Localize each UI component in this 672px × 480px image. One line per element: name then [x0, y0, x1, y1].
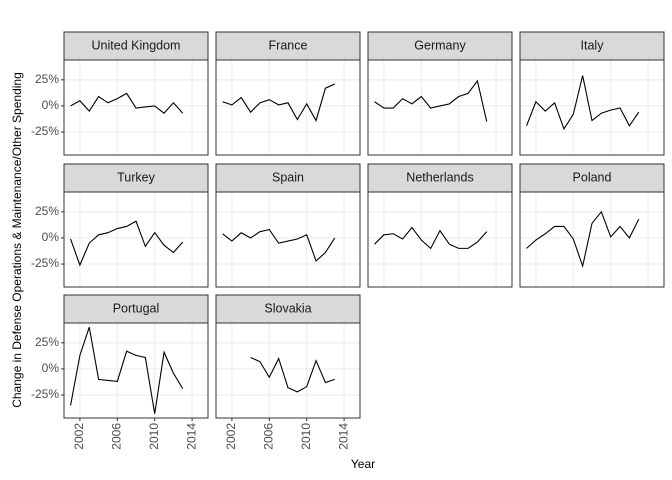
- x-tick-label: 2014: [336, 423, 350, 450]
- x-tick-label: 2006: [261, 423, 275, 450]
- y-tick-label: 0%: [42, 230, 60, 244]
- strip-title: Germany: [414, 38, 466, 52]
- y-tick-label: 25%: [35, 204, 59, 218]
- panel-border: [519, 59, 665, 156]
- panel-border: [63, 59, 209, 156]
- panel-border: [215, 59, 361, 156]
- strip: [519, 163, 665, 193]
- line: [374, 226, 488, 250]
- strip-title: Netherlands: [406, 170, 473, 184]
- strip-title: Poland: [573, 170, 612, 184]
- line: [526, 210, 640, 269]
- line: [374, 79, 488, 122]
- line: [70, 92, 184, 114]
- x-tick-label: 2014: [184, 423, 198, 450]
- panel-border: [215, 191, 361, 288]
- panel-border: [367, 191, 513, 288]
- strip: [63, 31, 209, 61]
- y-tick-label: -25%: [31, 387, 59, 401]
- y-axis-title: Change in Defense Operations & Maintenan…: [10, 72, 24, 408]
- y-tick-label: 25%: [35, 72, 59, 86]
- strip-title: Slovakia: [264, 301, 311, 315]
- strip-title: France: [269, 38, 308, 52]
- panel-background: [216, 323, 360, 418]
- panel-background: [216, 60, 360, 155]
- y-tick-label: 25%: [35, 335, 59, 349]
- strip-title: Portugal: [113, 301, 160, 315]
- panel-border: [63, 322, 209, 419]
- y-tick-label: 0%: [42, 98, 60, 112]
- panel-background: [216, 192, 360, 287]
- x-tick-label: 2010: [299, 423, 313, 450]
- panel-background: [520, 192, 664, 287]
- x-tick-label: 2002: [224, 423, 238, 450]
- y-tick-label: -25%: [31, 124, 59, 138]
- line: [70, 327, 184, 414]
- line: [250, 356, 335, 393]
- strip-title: Turkey: [117, 170, 155, 184]
- x-axis-title: Year: [351, 457, 375, 471]
- line: [70, 220, 184, 267]
- panel-border: [63, 191, 209, 288]
- strip: [63, 294, 209, 324]
- strip: [367, 31, 513, 61]
- panel-background: [64, 192, 208, 287]
- panel-border: [215, 322, 361, 419]
- y-tick-label: -25%: [31, 256, 59, 270]
- y-tick-label: 0%: [42, 361, 60, 375]
- strip: [63, 163, 209, 193]
- line: [526, 75, 640, 131]
- strip: [367, 163, 513, 193]
- panel-background: [520, 60, 664, 155]
- panel-background: [368, 192, 512, 287]
- strip: [519, 31, 665, 61]
- x-tick-label: 2002: [72, 423, 86, 450]
- strip: [215, 294, 361, 324]
- x-tick-label: 2010: [147, 423, 161, 450]
- strip: [215, 31, 361, 61]
- panel-border: [519, 191, 665, 288]
- x-tick-label: 2006: [109, 423, 123, 450]
- line: [222, 228, 336, 262]
- strip-title: Italy: [581, 38, 605, 52]
- strip-title: United Kingdom: [92, 38, 181, 52]
- panel-background: [64, 323, 208, 418]
- strip-title: Spain: [272, 170, 304, 184]
- line: [222, 83, 335, 122]
- panel-border: [367, 59, 513, 156]
